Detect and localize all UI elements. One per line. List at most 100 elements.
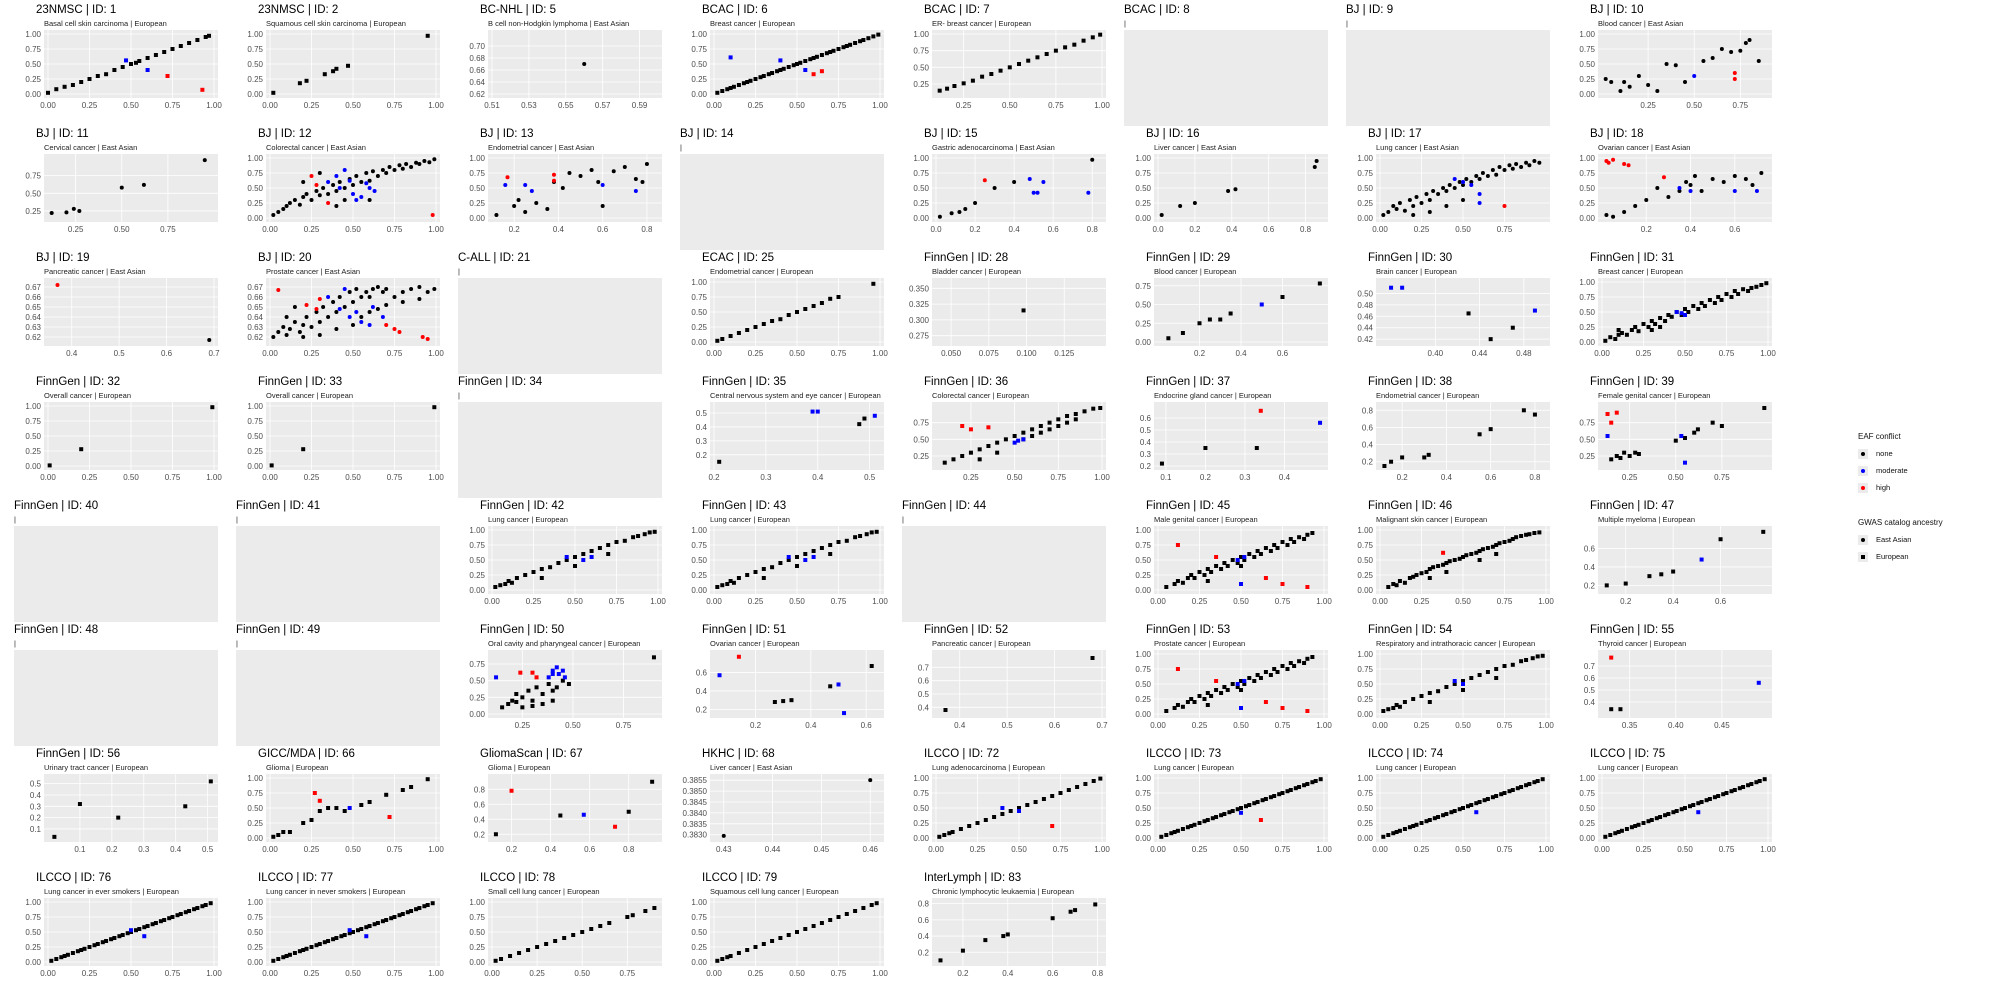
data-point: [334, 327, 339, 331]
data-point: [317, 297, 322, 301]
x-tick-label: 0.8: [641, 225, 653, 234]
data-point: [202, 158, 207, 163]
data-point: [622, 538, 627, 543]
panel-title: ILCCO | ID: 73: [1146, 748, 1222, 760]
y-tick-label: 0.75: [1135, 665, 1151, 674]
data-point: [717, 459, 722, 464]
data-point: [1091, 406, 1096, 411]
data-point: [1292, 540, 1297, 544]
data-point: [1502, 540, 1507, 544]
data-point: [331, 69, 336, 74]
panel-title: BCAC | ID: 6: [702, 4, 768, 16]
x-tick-label: 1.00: [1538, 845, 1554, 854]
data-point: [498, 583, 503, 588]
data-point: [506, 579, 511, 583]
data-point: [1422, 455, 1427, 460]
y-tick-label: 0.66: [469, 66, 485, 75]
y-tick-label: 0.75: [1135, 282, 1151, 291]
data-point: [753, 570, 758, 574]
data-point: [1738, 48, 1743, 53]
y-tick-label: 0.50: [1579, 308, 1595, 317]
data-point: [562, 675, 567, 680]
data-point: [1305, 532, 1310, 537]
y-tick-label: 0.25: [1357, 695, 1373, 704]
x-tick-label: 0.43: [716, 845, 732, 854]
data-point: [1192, 576, 1197, 580]
y-tick-label: 0.50: [691, 60, 707, 69]
data-point: [1444, 204, 1449, 208]
data-point: [1005, 932, 1010, 937]
data-point: [551, 172, 556, 177]
scatter-plot: 0.25 0.50 0.750.000.250.500.751.00: [1579, 30, 1772, 110]
data-point: [1671, 810, 1676, 815]
data-point: [1759, 171, 1764, 175]
data-point: [1524, 160, 1529, 165]
data-point: [1469, 552, 1474, 556]
scatter-plot: [14, 526, 218, 622]
data-point: [819, 921, 824, 925]
panel-subtitle: |: [902, 515, 904, 524]
y-tick-label: 0.00: [1135, 834, 1151, 843]
data-point: [1258, 818, 1263, 822]
x-tick-label: 0.75: [831, 597, 847, 606]
x-tick-label: 0.50: [565, 721, 581, 730]
data-point: [1063, 45, 1068, 50]
data-point: [1394, 583, 1399, 588]
x-tick-label: 0.75: [609, 597, 625, 606]
data-point: [1507, 789, 1512, 794]
facet-grid: 23NMSC | ID: 1 Basal cell skin carcinoma …: [14, 4, 1776, 978]
data-point: [736, 331, 741, 335]
data-point: [721, 833, 726, 838]
data-point: [1633, 450, 1638, 455]
data-point: [203, 903, 208, 907]
legend-swatch-square: [1861, 554, 1865, 559]
data-point: [1239, 706, 1243, 710]
data-point: [720, 89, 725, 93]
data-point: [70, 951, 75, 955]
data-point: [1230, 682, 1235, 686]
panel-subtitle: |: [236, 639, 238, 648]
data-point: [292, 320, 297, 324]
x-tick-label: 0.75: [387, 349, 403, 358]
data-point: [1452, 679, 1457, 683]
data-point: [1447, 183, 1452, 187]
data-point: [1683, 460, 1687, 465]
panel-title: FinnGen | ID: 50: [480, 624, 565, 636]
scatter-plot: 0.2 0.4 0.6 0.80.20.40.60.8: [474, 774, 662, 854]
data-point: [960, 454, 965, 458]
data-point: [1461, 180, 1465, 184]
panel-title: BCAC | ID: 7: [924, 4, 990, 16]
data-point: [367, 198, 372, 202]
data-point: [970, 78, 975, 83]
y-tick-label: 1.00: [25, 30, 41, 39]
data-point: [271, 335, 276, 339]
y-tick-label: 0.5: [1140, 426, 1152, 435]
x-tick-label: 0.75: [1048, 101, 1064, 110]
data-point: [1696, 801, 1701, 806]
data-point: [1197, 694, 1202, 698]
legend-label-european: European: [1876, 552, 1909, 561]
x-tick-label: 0.25: [748, 969, 764, 978]
data-point: [1431, 565, 1436, 570]
x-tick-label: 0.25: [1414, 597, 1430, 606]
facet-panel: BJ | ID: 16 Liver cancer | East Asian 0.0 0…: [1124, 128, 1334, 248]
data-point: [1683, 806, 1687, 810]
data-point: [301, 195, 306, 199]
data-point: [1444, 812, 1449, 816]
data-point: [556, 561, 561, 565]
panel-title: FinnGen | ID: 48: [14, 624, 99, 636]
y-tick-label: 0.00: [1135, 586, 1151, 595]
data-point: [1674, 310, 1679, 314]
data-point: [1400, 285, 1405, 290]
data-point: [741, 81, 746, 86]
data-point: [1527, 532, 1532, 537]
x-tick-label: 0.25: [748, 349, 764, 358]
y-tick-label: 0.25: [247, 75, 263, 84]
data-point: [1402, 700, 1407, 704]
data-point: [1098, 776, 1103, 781]
data-point: [1663, 319, 1668, 323]
data-point: [1611, 214, 1616, 219]
data-point: [642, 532, 647, 537]
data-point: [1732, 174, 1737, 178]
data-point: [1658, 815, 1663, 819]
